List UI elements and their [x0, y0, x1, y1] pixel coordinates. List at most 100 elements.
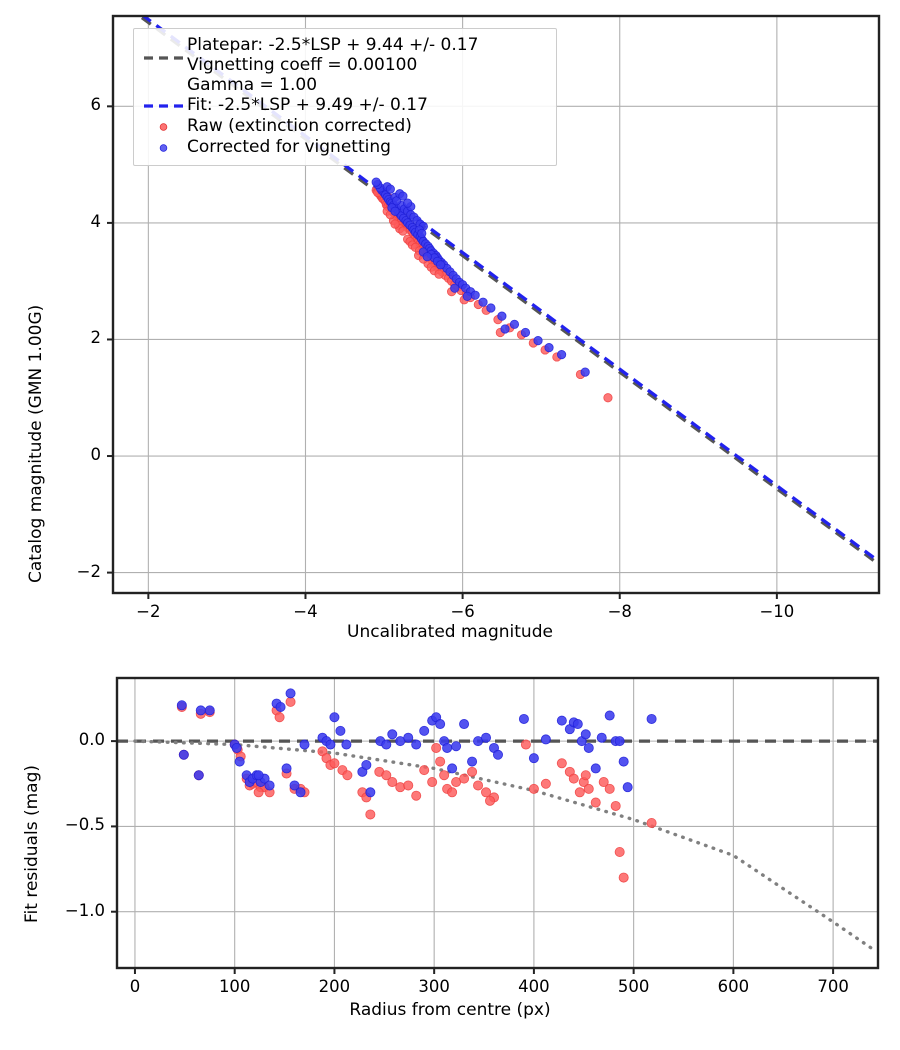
data-point [604, 710, 615, 721]
y-tick-label: 6 [90, 95, 102, 115]
data-point [598, 777, 609, 788]
data-point [646, 713, 657, 724]
data-point [568, 773, 579, 784]
data-point [618, 872, 629, 883]
data-point [176, 700, 187, 711]
dashed-gray-line-icon [141, 35, 187, 60]
data-point [610, 800, 621, 811]
axes-frame [115, 676, 880, 970]
legend-item-platepar: Platepar: -2.5*LSP + 9.44 +/- 0.17 Vigne… [141, 35, 547, 95]
legend-label-corrected: Corrected for vignetting [187, 137, 391, 158]
data-point [590, 797, 601, 808]
y-tick-label: 0.0 [78, 730, 105, 750]
data-point [528, 753, 539, 764]
data-point [325, 739, 336, 750]
data-point [622, 782, 633, 793]
photometry-calibration-axes [107, 14, 881, 599]
data-point [390, 219, 400, 229]
data-point [618, 756, 629, 767]
data-point [253, 770, 264, 781]
data-point [497, 311, 507, 321]
data-point [518, 713, 529, 724]
data-point [403, 780, 414, 791]
data-point [544, 343, 554, 353]
data-layer [117, 688, 878, 951]
data-point [533, 336, 543, 346]
data-point [234, 756, 245, 767]
x-tick-label: 600 [717, 977, 750, 996]
data-point [557, 350, 567, 360]
data-point [462, 291, 472, 301]
x-tick-label: 300 [418, 977, 450, 996]
x-tick-label: −2 [136, 602, 161, 621]
blue-dot-icon [141, 137, 187, 158]
data-point [361, 760, 372, 771]
data-point [583, 742, 594, 753]
data-point [572, 719, 583, 730]
data-point [467, 766, 478, 777]
data-point [403, 198, 413, 208]
data-point [459, 719, 470, 730]
data-point [422, 252, 432, 262]
data-point [193, 770, 204, 781]
data-point [603, 393, 613, 403]
data-point [411, 790, 422, 801]
legend-label-raw: Raw (extinction corrected) [187, 116, 412, 137]
data-point [435, 719, 446, 730]
legend-item-raw: Raw (extinction corrected) [141, 116, 547, 137]
data-point [398, 191, 408, 201]
x-tick-label: −4 [293, 602, 318, 621]
data-point [381, 739, 392, 750]
data-point [299, 739, 310, 750]
data-point [204, 705, 215, 716]
data-point [574, 787, 585, 798]
y-tick-label: 0 [90, 445, 102, 465]
data-point [583, 783, 594, 794]
bottom-x-axis-label: Radius from centre (px) [349, 1000, 551, 1020]
legend-item-corrected: Corrected for vignetting [141, 137, 547, 158]
data-point [604, 783, 615, 794]
data-point [341, 739, 352, 750]
fit-residuals-axes [111, 676, 880, 974]
data-point [385, 184, 395, 194]
data-point [470, 290, 480, 300]
data-point [614, 846, 625, 857]
data-point [528, 783, 539, 794]
data-point [365, 809, 376, 820]
bottom-y-axis-label: Fit residuals (mag) [22, 765, 42, 923]
data-point [580, 770, 591, 781]
data-point [540, 778, 551, 789]
data-point [473, 780, 484, 791]
Platepar: -2.5*LSP + 9.44 +/- 0.17 [136, 16, 879, 566]
data-point [447, 763, 458, 774]
data-point [596, 732, 607, 743]
legend-label-platepar: Platepar: -2.5*LSP + 9.44 +/- 0.17 Vigne… [187, 35, 479, 96]
x-tick-label: −8 [607, 602, 632, 621]
y-tick-label: 4 [90, 211, 102, 231]
data-point [419, 765, 430, 776]
data-point [275, 702, 286, 713]
data-point [281, 763, 292, 774]
photometry-calibration-panel: Uncalibrated magnitude Catalog magnitude… [26, 14, 881, 642]
plot-legend: Platepar: -2.5*LSP + 9.44 +/- 0.17 Vigne… [133, 28, 557, 167]
axes-frame [111, 14, 881, 595]
data-point [289, 780, 300, 791]
data-point [646, 817, 657, 828]
y-tick-label: −0.5 [64, 815, 105, 835]
data-point [439, 770, 450, 781]
data-point [387, 729, 398, 740]
data-point [485, 795, 496, 806]
data-layer [136, 16, 879, 566]
data-point [335, 725, 346, 736]
data-point [342, 770, 353, 781]
data-point [481, 732, 492, 743]
data-point [365, 787, 376, 798]
data-point [329, 712, 340, 723]
data-point [431, 742, 442, 753]
grid-lines [117, 678, 878, 968]
data-point [556, 715, 567, 726]
Fit: -2.5*LSP + 9.49 +/- 0.17 [140, 16, 879, 563]
data-point [419, 725, 430, 736]
y-tick-label: −1.0 [64, 900, 105, 920]
data-point [436, 260, 446, 270]
